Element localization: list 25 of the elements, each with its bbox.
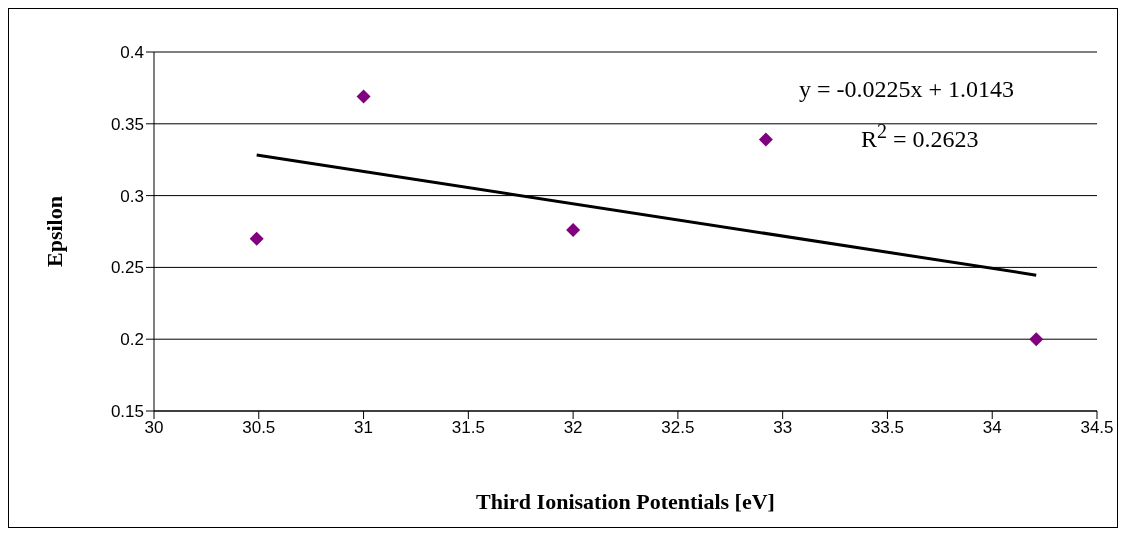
- y-axis-title: Epsilon: [41, 196, 67, 267]
- x-tick-label: 31.5: [451, 418, 485, 438]
- y-tick-label: 0.15: [110, 402, 144, 422]
- x-tick-label: 31: [354, 418, 374, 438]
- y-tick-label: 0.2: [120, 330, 144, 350]
- point: [758, 132, 773, 147]
- x-tick-label: 34: [982, 418, 1002, 438]
- x-tick-label: 30.5: [242, 418, 276, 438]
- y-tick-label: 0.25: [110, 258, 144, 278]
- point: [249, 231, 264, 246]
- x-tick-label: 32: [563, 418, 583, 438]
- x-axis-title: Third Ionisation Potentials [eV]: [476, 489, 775, 514]
- annotation: y = -0.0225x + 1.0143: [799, 76, 1015, 102]
- x-tick-label: 34.5: [1080, 418, 1114, 438]
- point: [566, 223, 581, 238]
- y-tick-label: 0.3: [120, 186, 144, 206]
- annotation: R$^{2}$ = 0.2623: [861, 120, 979, 152]
- x-tick-label: 32.5: [661, 418, 695, 438]
- x-tick-label: 33.5: [870, 418, 904, 438]
- x-tick-label: 33: [773, 418, 793, 438]
- x-tick-label: 30: [144, 418, 164, 438]
- y-tick-label: 0.35: [110, 114, 144, 134]
- point: [356, 89, 371, 104]
- point: [1029, 332, 1044, 347]
- y-tick-label: 0.4: [120, 43, 144, 63]
